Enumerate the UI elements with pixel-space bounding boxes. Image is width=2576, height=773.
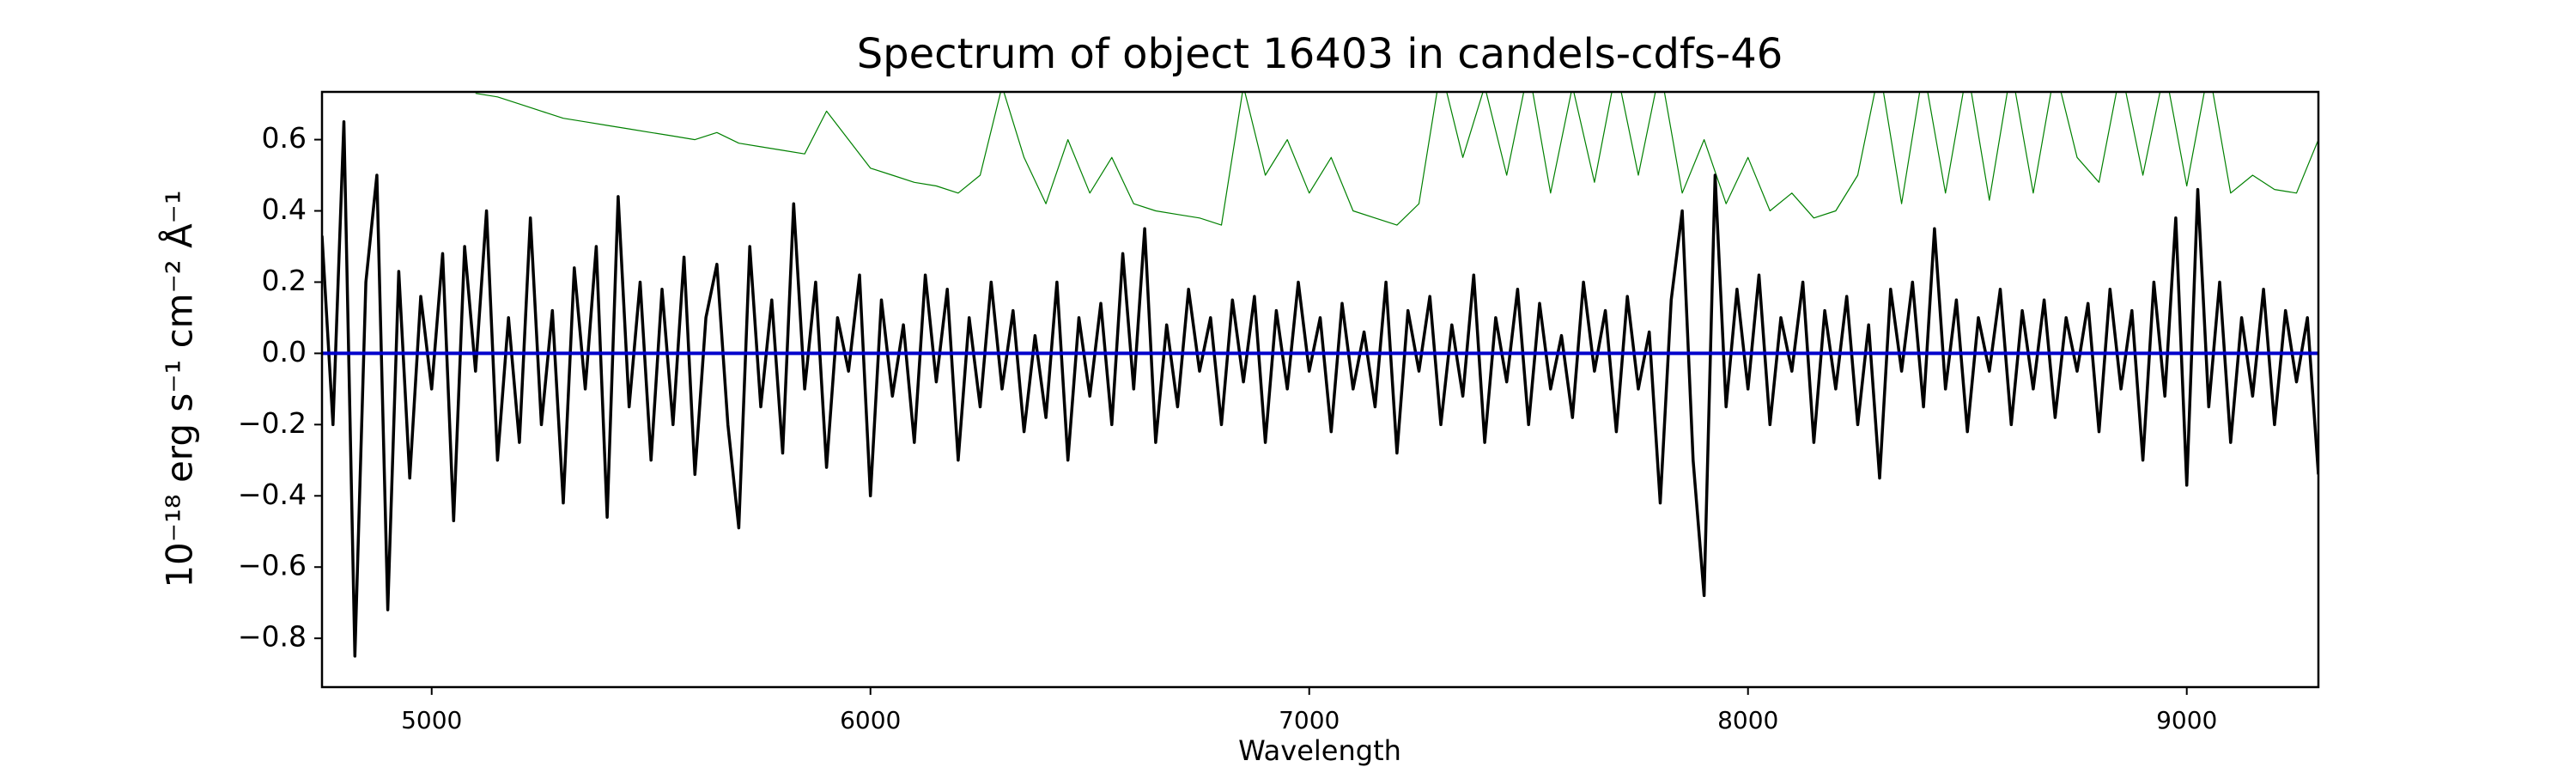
axes-frame: [320, 90, 2320, 689]
y-tick-label: 0.4: [262, 192, 307, 226]
x-tick-label: 9000: [2156, 706, 2217, 734]
x-tick-label: 7000: [1279, 706, 1340, 734]
y-tick-label: −0.2: [238, 406, 307, 440]
chart-title: Spectrum of object 16403 in candels-cdfs…: [857, 30, 1783, 78]
y-tick-label: 0.2: [262, 264, 307, 297]
x-tick-label: 5000: [401, 706, 462, 734]
x-tick-label: 6000: [840, 706, 901, 734]
y-tick-label: −0.8: [238, 620, 307, 654]
y-tick-label: −0.6: [238, 549, 307, 582]
x-tick-label: 8000: [1717, 706, 1778, 734]
y-tick-label: 0.6: [262, 121, 307, 155]
x-axis-label: Wavelength: [1238, 734, 1401, 767]
y-tick-label: 0.0: [262, 335, 307, 368]
plot-area: [322, 92, 2318, 658]
y-tick-label: −0.4: [238, 478, 307, 511]
y-axis-label: 10⁻¹⁸ erg s⁻¹ cm⁻² Å⁻¹: [158, 190, 201, 587]
spectrum-line: [475, 92, 2318, 226]
